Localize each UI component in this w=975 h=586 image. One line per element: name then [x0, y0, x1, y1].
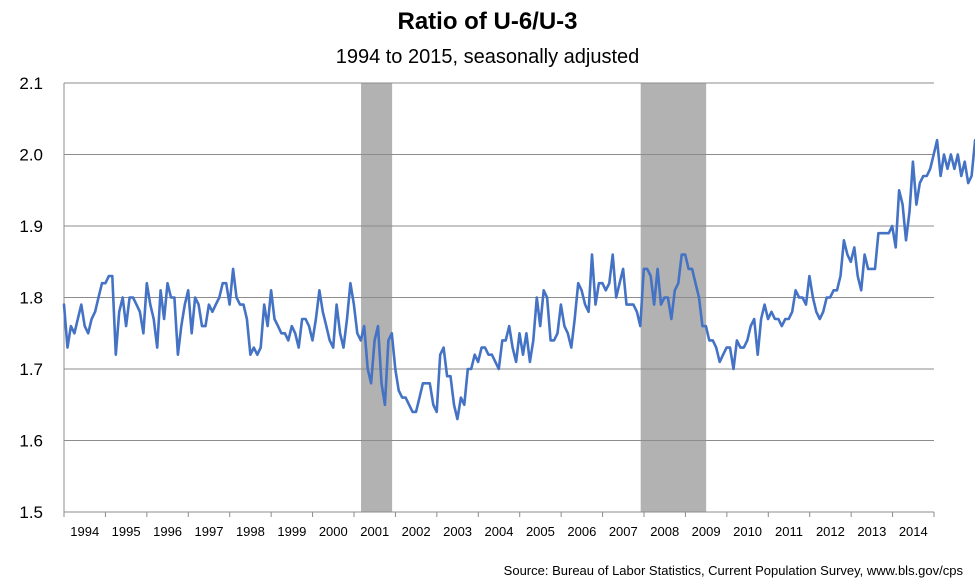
x-tick-label: 1994 — [70, 524, 99, 539]
x-tick-label: 2009 — [692, 524, 721, 539]
y-tick-label: 1.5 — [19, 503, 43, 522]
x-tick-label: 1999 — [277, 524, 306, 539]
y-tick-label: 2.1 — [19, 74, 43, 93]
y-tick-label: 1.6 — [19, 432, 43, 451]
x-tick-label: 2005 — [526, 524, 555, 539]
x-tick-label: 1995 — [112, 524, 141, 539]
y-tick-label: 2.0 — [19, 146, 43, 165]
x-tick-label: 2013 — [857, 524, 886, 539]
chart-title: Ratio of U-6/U-3 — [397, 8, 578, 35]
x-tick-label: 2002 — [402, 524, 431, 539]
y-tick-label: 1.9 — [19, 217, 43, 236]
x-tick-label: 2011 — [775, 524, 803, 539]
x-tick-label: 2014 — [899, 524, 928, 539]
chart-subtitle: 1994 to 2015, seasonally adjusted — [335, 46, 640, 68]
x-tick-label: 2004 — [485, 524, 514, 539]
x-tick-label: 2008 — [650, 524, 679, 539]
x-tick-label: 1998 — [236, 524, 265, 539]
x-tick-label: 1996 — [153, 524, 182, 539]
x-tick-label: 2007 — [609, 524, 638, 539]
series-line — [62, 138, 975, 421]
y-tick-label: 1.8 — [19, 289, 43, 308]
x-tick-label: 2012 — [816, 524, 845, 539]
y-tick-label: 1.7 — [19, 360, 43, 379]
x-tick-label: 2000 — [319, 524, 348, 539]
x-tick-label: 2001 — [360, 524, 389, 539]
source-note: Source: Bureau of Labor Statistics, Curr… — [503, 563, 963, 578]
x-tick-label: 2006 — [567, 524, 596, 539]
x-tick-label: 2003 — [443, 524, 472, 539]
x-tick-label: 1997 — [195, 524, 224, 539]
x-tick-label: 2010 — [733, 524, 762, 539]
